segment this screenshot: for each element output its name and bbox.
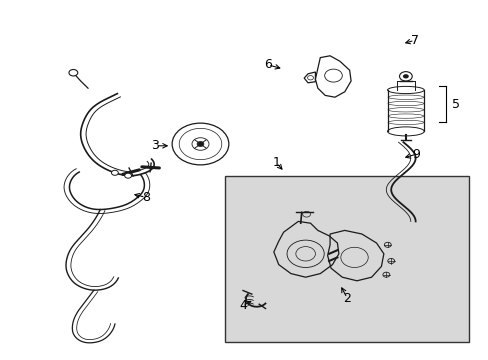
Text: 5: 5 [451,98,459,111]
Bar [224,176,468,342]
Text: 1: 1 [272,156,280,169]
Circle shape [197,141,203,147]
Text: 2: 2 [343,292,350,305]
Text: 9: 9 [412,148,420,161]
Circle shape [402,74,408,78]
Text: 6: 6 [264,58,271,71]
Text: 8: 8 [142,191,149,204]
Text: 4: 4 [239,299,247,312]
Circle shape [111,170,118,175]
Text: 7: 7 [410,34,418,47]
Circle shape [69,69,78,76]
Text: 3: 3 [151,139,159,152]
Circle shape [124,173,131,178]
